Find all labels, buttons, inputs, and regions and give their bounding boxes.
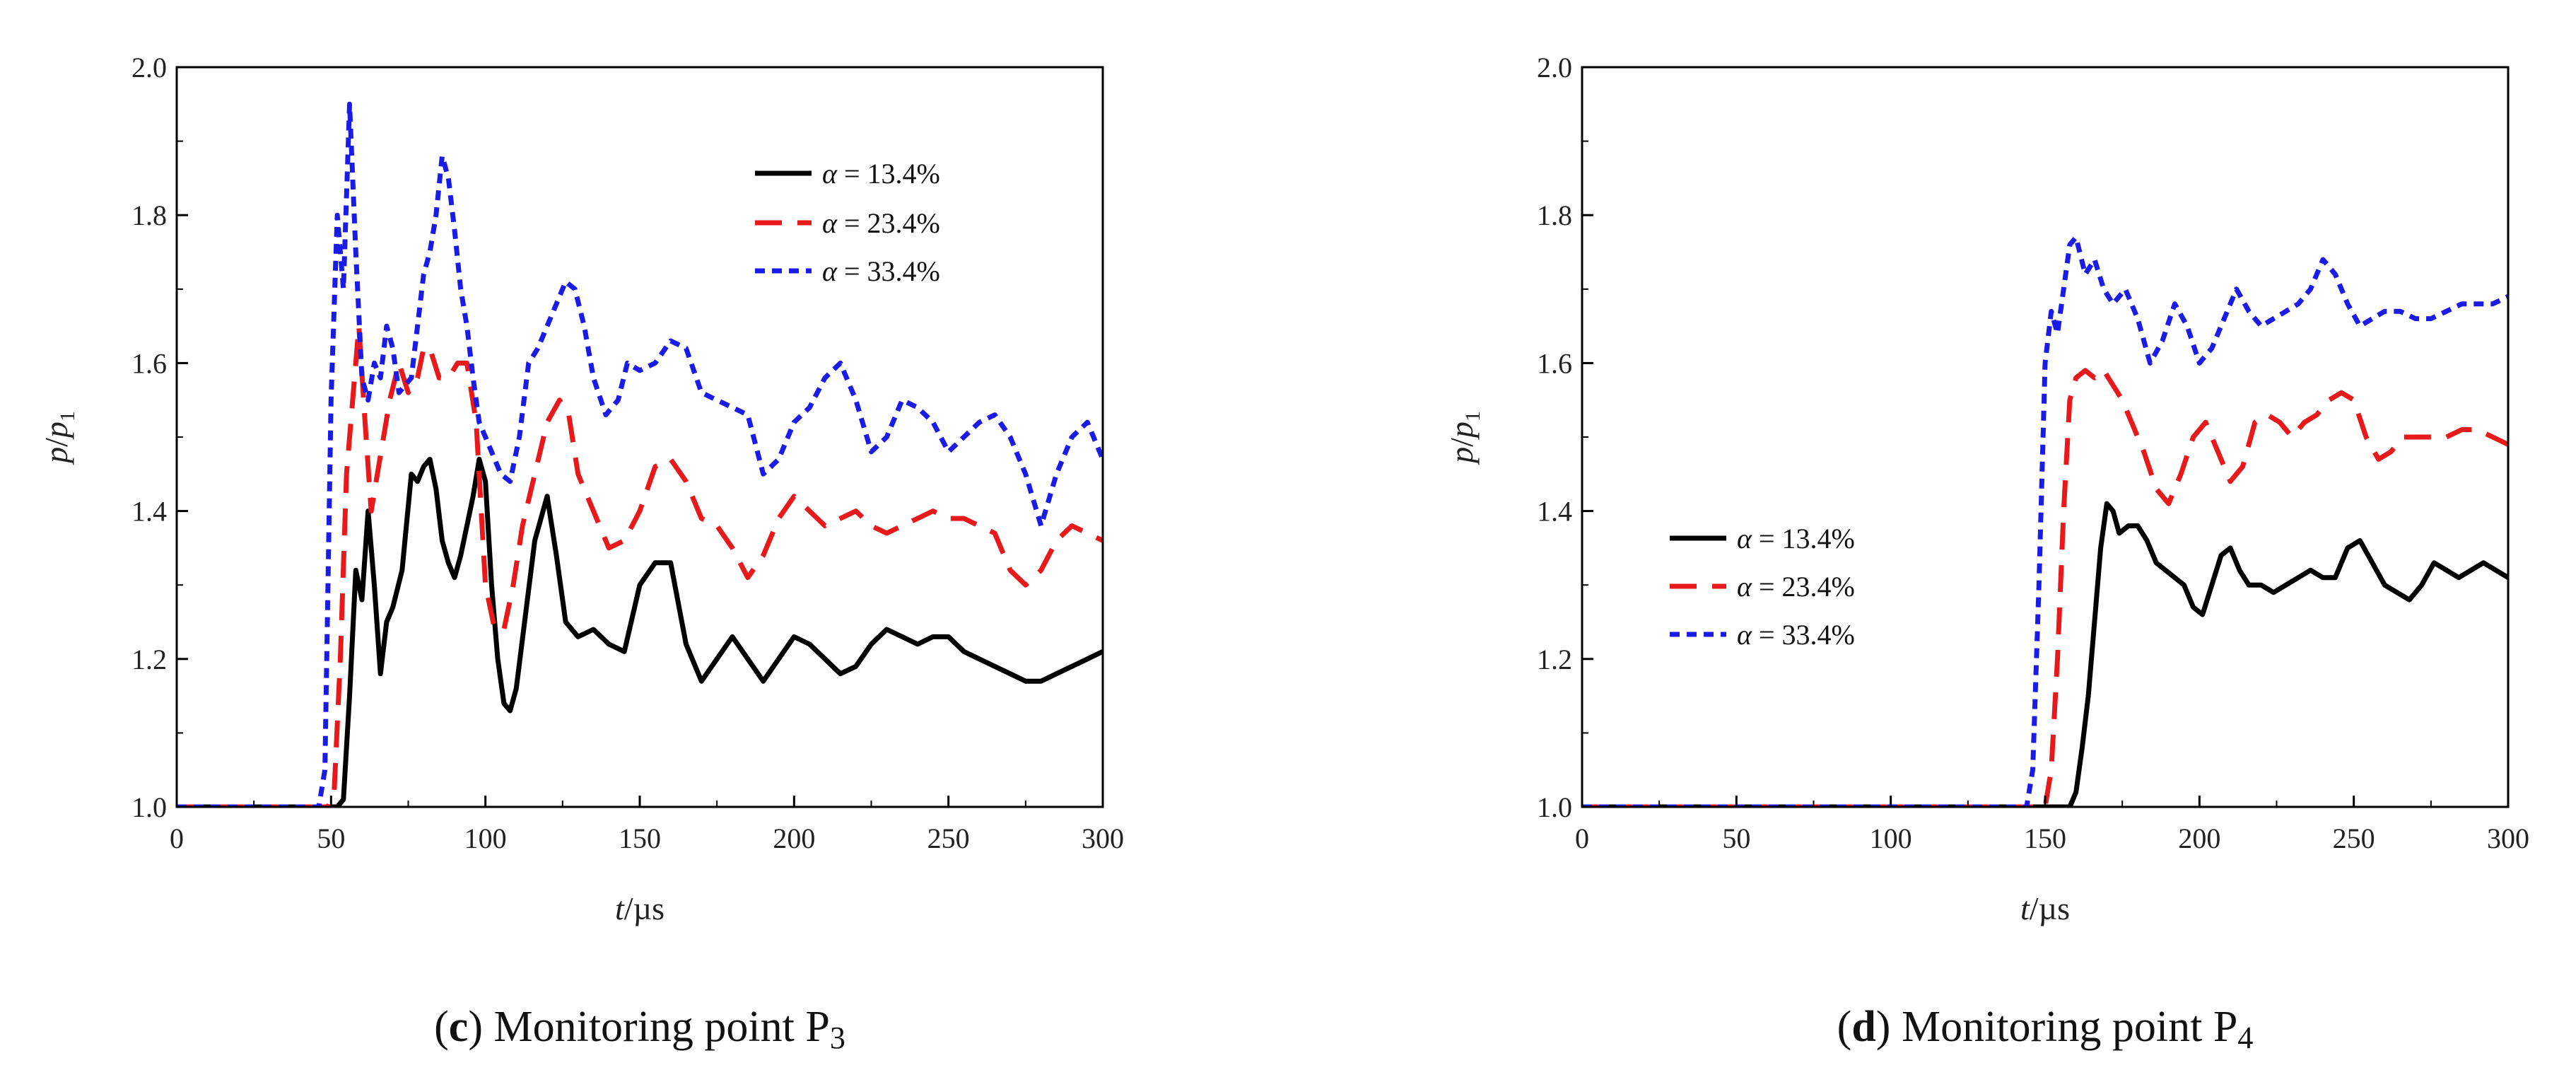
y-tick-label-d-2: 1.4 [1537,496,1572,528]
legend-entry-c-1: α = 23.4% [755,207,940,239]
legend-entry-d-1: α = 23.4% [1670,571,1855,603]
y-tick-label-c-2: 1.4 [131,496,167,528]
series-group-d [1582,235,2508,807]
legend-label-d-2: α = 33.4% [1737,619,1855,651]
series-line-c-2 [177,101,1103,807]
legend-label-c-0: α = 13.4% [822,158,940,190]
x-tick-label-c-1: 50 [317,822,345,854]
x-tick-label-d-2: 100 [1870,822,1912,854]
chart-panel-c: 0 50 100 150 200 250 300 1.0 1.2 1.4 1.6 1.8 2.0 α =… [38,52,1124,1055]
y-tick-label-d-4: 1.8 [1537,199,1572,231]
legend-label-c-2: α = 33.4% [822,255,940,287]
x-tick-label-d-1: 50 [1722,822,1750,854]
x-tick-label-c-0: 0 [170,822,184,854]
y-tick-label-d-1: 1.2 [1537,644,1572,675]
legend-label-d-1: α = 23.4% [1737,571,1855,603]
y-tick-label-c-1: 1.2 [131,644,167,675]
legend-c: α = 13.4% α = 23.4% α = 33.4% [755,158,940,287]
series-line-c-1 [177,323,1103,807]
legend-entry-c-0: α = 13.4% [755,158,940,190]
plot-area-d: 0 50 100 150 200 250 300 1.0 1.2 1.4 1.6 1.8 2.0 [1537,52,2529,854]
series-line-c-0 [177,456,1103,807]
chart-panel-d: 0 50 100 150 200 250 300 1.0 1.2 1.4 1.6 1.8 2.0 α =… [1444,52,2529,1055]
series-line-d-0 [1582,501,2508,807]
x-tick-label-d-3: 150 [2024,822,2066,854]
y-axis-label-d: p/p1 [1444,411,1485,465]
y-tick-label-c-4: 1.8 [131,199,167,231]
x-axis-label-c: t/µs [615,890,665,926]
x-axis-label-d: t/µs [2020,890,2070,926]
y-tick-label-d-0: 1.0 [1537,791,1572,823]
series-line-d-2 [1582,235,2508,807]
y-tick-label-c-5: 2.0 [131,52,167,83]
x-tick-label-c-2: 100 [464,822,507,854]
y-tick-label-c-3: 1.6 [131,347,167,379]
plot-area-c: 0 50 100 150 200 250 300 1.0 1.2 1.4 1.6 1.8 2.0 [131,52,1124,854]
x-tick-label-c-3: 150 [619,822,661,854]
caption-d: (d) Monitoring point P4 [1837,1003,2254,1055]
legend-label-d-0: α = 13.4% [1737,523,1855,554]
y-axis-label-c: p/p1 [38,411,79,465]
x-tick-label-c-4: 200 [773,822,815,854]
legend-entry-d-0: α = 13.4% [1670,523,1855,554]
x-tick-label-d-6: 300 [2487,822,2529,854]
y-tick-label-d-3: 1.6 [1537,347,1572,379]
y-tick-label-d-5: 2.0 [1537,52,1572,83]
legend-entry-c-2: α = 33.4% [755,255,940,287]
legend-entry-d-2: α = 33.4% [1670,619,1855,651]
y-tick-label-c-0: 1.0 [131,791,167,823]
series-group-c [177,101,1103,807]
x-tick-label-c-5: 250 [927,822,970,854]
legend-label-c-1: α = 23.4% [822,207,940,239]
caption-c: (c) Monitoring point P3 [434,1003,845,1055]
series-line-d-1 [1582,368,2508,807]
x-tick-label-c-6: 300 [1082,822,1124,854]
legend-d: α = 13.4% α = 23.4% α = 33.4% [1670,523,1855,651]
x-tick-label-d-0: 0 [1575,822,1589,854]
x-tick-label-d-5: 250 [2333,822,2375,854]
x-tick-label-d-4: 200 [2178,822,2220,854]
